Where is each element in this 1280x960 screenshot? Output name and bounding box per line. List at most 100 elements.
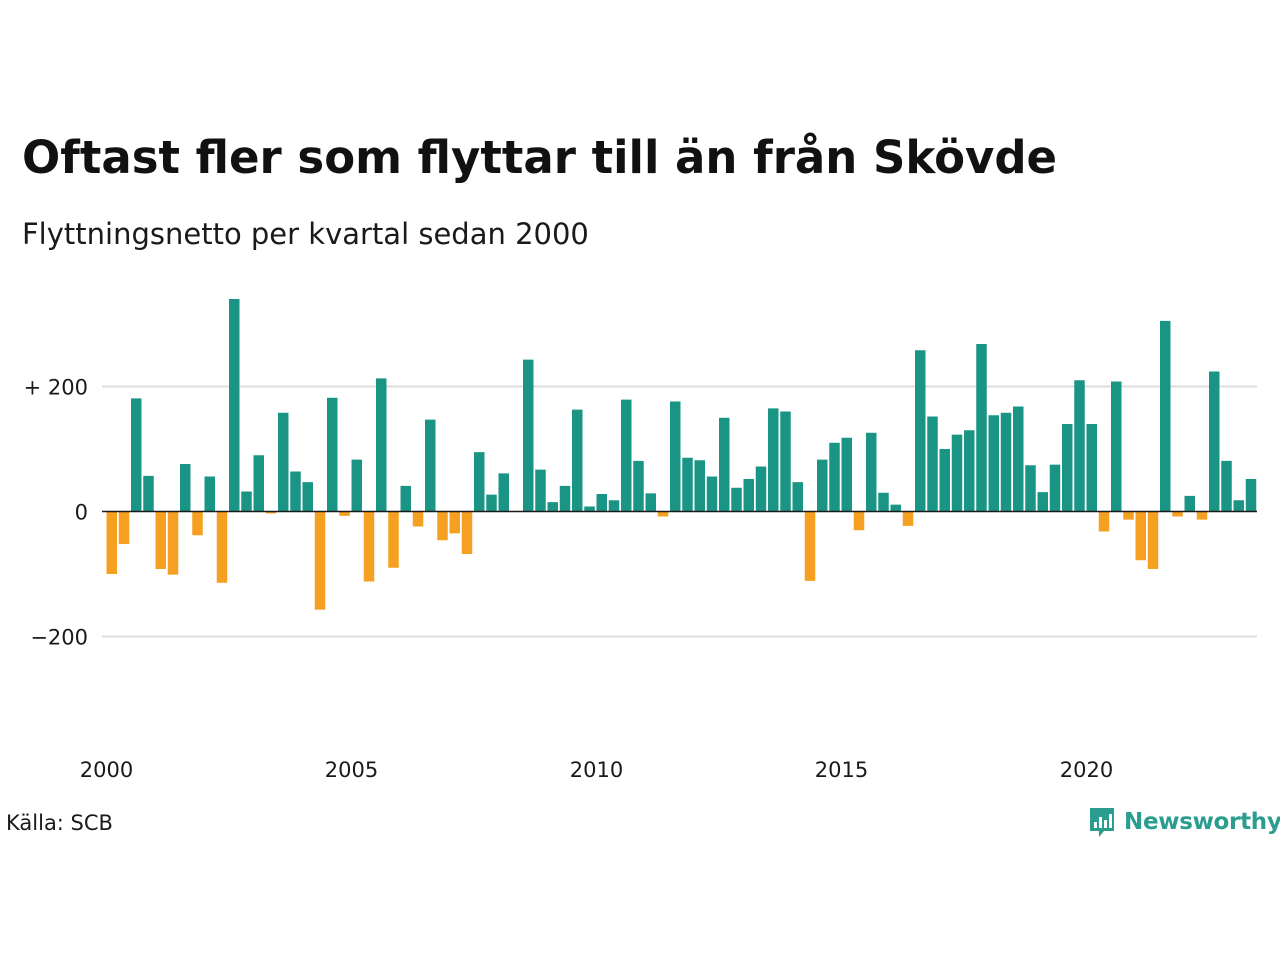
bar [143, 475, 154, 512]
bar [780, 411, 791, 512]
bar [596, 494, 607, 512]
axes: + 200 0 −200 2000 2005 2010 2015 2020 [24, 376, 1257, 782]
bar [547, 502, 558, 512]
bar [841, 437, 852, 512]
bar [486, 494, 497, 512]
bar [1160, 320, 1171, 512]
bar [608, 500, 620, 512]
bar [351, 459, 362, 512]
bar [706, 476, 718, 512]
bar [400, 485, 411, 512]
bar [792, 482, 803, 512]
bar [412, 511, 424, 527]
bar [829, 442, 840, 512]
grid-lines [102, 385, 1257, 638]
bar [302, 482, 313, 512]
bar [106, 511, 117, 574]
bar [621, 399, 632, 512]
bar [976, 344, 987, 512]
bar [1025, 465, 1036, 512]
bar [449, 511, 460, 534]
bar [1037, 492, 1048, 512]
bar [1221, 460, 1232, 512]
bar [1062, 424, 1073, 512]
bar [376, 378, 387, 512]
bar [167, 511, 179, 575]
bar [1147, 511, 1159, 569]
bar [204, 476, 215, 512]
bar [216, 511, 228, 583]
bar [1245, 479, 1257, 512]
bar [1172, 511, 1183, 517]
bar [1233, 500, 1244, 512]
bar [657, 511, 669, 517]
bar [1013, 406, 1024, 512]
bar [645, 493, 656, 512]
bar [1000, 412, 1012, 512]
bar [915, 350, 926, 512]
bar [118, 511, 130, 544]
bar [155, 511, 166, 569]
bar [535, 469, 546, 512]
bar [388, 511, 399, 568]
bar [768, 408, 779, 512]
bar [425, 419, 436, 512]
y-tick-label: −200 [30, 626, 88, 650]
bar [1184, 495, 1195, 512]
bar [253, 455, 264, 512]
bar [572, 409, 583, 512]
chart-title: Oftast fler som flyttar till än från Skö… [22, 131, 1058, 184]
bar [523, 359, 534, 512]
bar [290, 471, 301, 512]
bar [437, 511, 448, 541]
bar [670, 401, 681, 512]
bar [339, 511, 350, 516]
x-tick-label: 2000 [80, 758, 133, 782]
bar [731, 487, 742, 512]
bar [559, 485, 571, 512]
bar [743, 479, 754, 512]
bar [853, 511, 865, 531]
bar [1196, 511, 1208, 520]
bar [817, 459, 828, 512]
bar [1209, 371, 1220, 512]
bar [1123, 511, 1134, 520]
bar [1049, 464, 1061, 512]
bar [964, 430, 975, 512]
bar [902, 511, 914, 526]
bar [694, 460, 705, 512]
bar [633, 460, 644, 512]
bar [327, 397, 338, 512]
bar [804, 511, 816, 581]
bar [866, 432, 877, 512]
x-tick-label: 2010 [570, 758, 623, 782]
bar [988, 415, 999, 512]
bar [278, 412, 289, 512]
chart-subtitle: Flyttningsnetto per kvartal sedan 2000 [22, 217, 589, 251]
x-tick-label: 2015 [815, 758, 868, 782]
y-tick-label: 0 [75, 501, 88, 525]
bar [474, 452, 485, 512]
bar [131, 398, 142, 512]
bar [951, 434, 963, 512]
bar [192, 511, 203, 536]
bar [498, 473, 509, 512]
bar [755, 466, 767, 512]
bar [265, 511, 277, 514]
bar [939, 449, 950, 512]
bar [314, 511, 326, 610]
bar [1111, 381, 1122, 512]
bar [229, 299, 240, 512]
bar [1135, 511, 1146, 561]
bar-chart: + 200 0 −200 2000 2005 2010 2015 2020 [24, 299, 1257, 782]
bar [180, 464, 191, 512]
bars [106, 299, 1257, 610]
bar [363, 511, 375, 582]
source-label: Källa: SCB [6, 811, 113, 835]
bar [241, 491, 252, 512]
chat-bar-chart-icon [1090, 808, 1114, 837]
bar [461, 511, 473, 554]
bar [878, 492, 889, 512]
bar [1098, 511, 1110, 532]
x-tick-label: 2020 [1060, 758, 1113, 782]
